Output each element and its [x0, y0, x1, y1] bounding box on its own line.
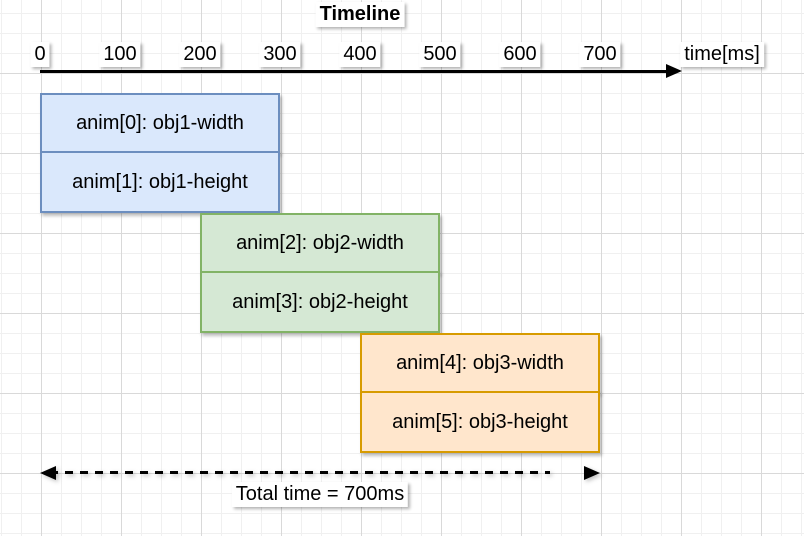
anim-bar-obj1-width: anim[0]: obj1-width — [40, 93, 280, 153]
bar-label: anim[4]: obj3-width — [396, 351, 564, 374]
bar-label: anim[5]: obj3-height — [392, 410, 568, 433]
axis-unit-label: time[ms] — [680, 42, 764, 67]
total-arrow-left-icon — [40, 466, 56, 480]
total-time-label: Total time = 700ms — [231, 482, 409, 507]
time-axis-line — [40, 70, 668, 73]
total-time-dashed-line — [50, 471, 550, 474]
time-axis-arrowhead-icon — [666, 64, 682, 78]
axis-tick-200: 200 — [179, 42, 221, 67]
diagram-title: Timeline — [315, 2, 405, 27]
axis-tick-500: 500 — [419, 42, 461, 67]
anim-bar-obj2-width: anim[2]: obj2-width — [200, 213, 440, 273]
anim-bar-obj3-height: anim[5]: obj3-height — [360, 391, 600, 453]
anim-bar-obj1-height: anim[1]: obj1-height — [40, 151, 280, 213]
axis-tick-600: 600 — [499, 42, 541, 67]
axis-tick-300: 300 — [259, 42, 301, 67]
axis-tick-100: 100 — [99, 42, 141, 67]
axis-tick-700: 700 — [579, 42, 621, 67]
anim-bar-obj2-height: anim[3]: obj2-height — [200, 271, 440, 333]
axis-tick-400: 400 — [339, 42, 381, 67]
bar-label: anim[1]: obj1-height — [72, 170, 248, 193]
bar-label: anim[0]: obj1-width — [76, 111, 244, 134]
bar-label: anim[3]: obj2-height — [232, 290, 408, 313]
total-arrow-right-icon — [584, 466, 600, 480]
bar-label: anim[2]: obj2-width — [236, 231, 404, 254]
axis-tick-0: 0 — [30, 42, 50, 67]
anim-bar-obj3-width: anim[4]: obj3-width — [360, 333, 600, 393]
